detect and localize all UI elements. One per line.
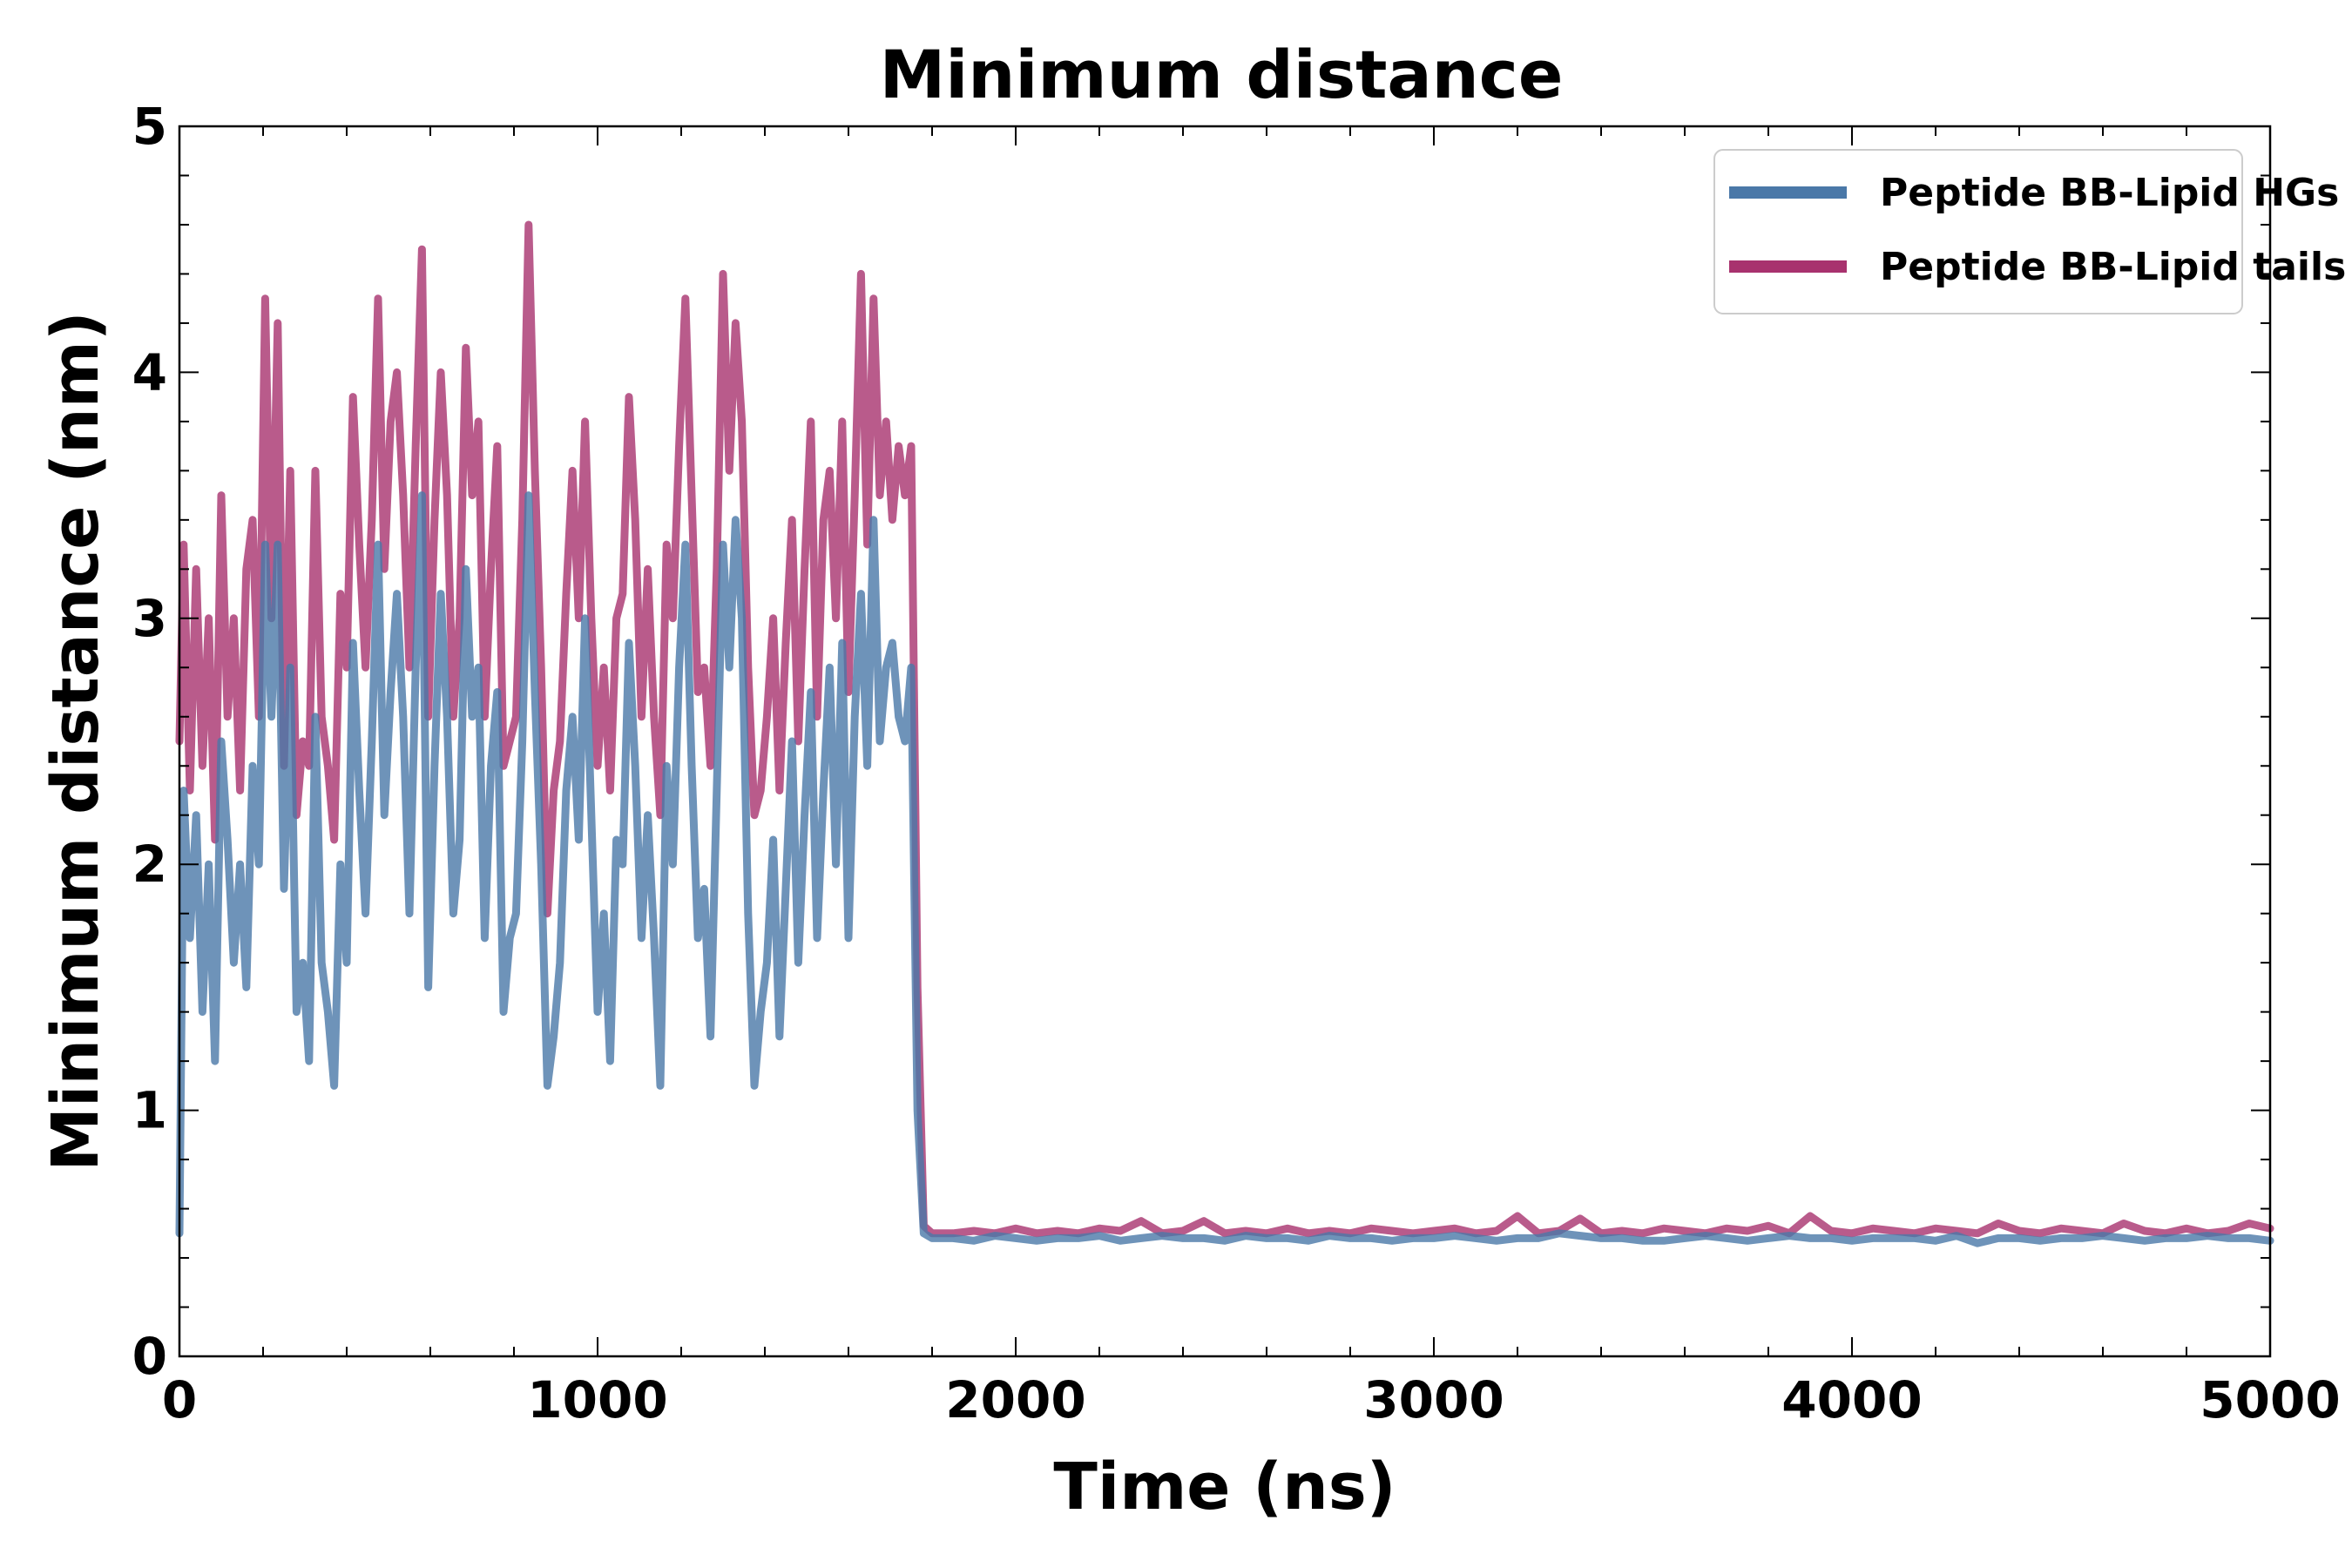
x-tick-label: 4000	[1781, 1370, 1922, 1429]
legend: Peptide BB-Lipid HGs Peptide BB-Lipid tai…	[1713, 149, 2346, 314]
y-tick-label: 3	[132, 589, 167, 648]
series-line-0	[175, 491, 2274, 1247]
x-tick-label: 5000	[2200, 1370, 2340, 1429]
plot-frame	[178, 125, 2272, 1358]
series-line-1	[175, 220, 2274, 1238]
x-axis-title: Time (ns)	[1053, 1450, 1396, 1524]
tick-labels-layer: 0 1000 2000 3000 4000 5000 0 1 2 3 4 5	[132, 97, 2341, 1429]
chart-title: Minimum distance	[880, 36, 1564, 113]
y-tick-label: 1	[132, 1081, 167, 1140]
x-tick-label: 0	[162, 1370, 197, 1429]
legend-label-0: Peptide BB-Lipid HGs	[1880, 171, 2339, 215]
y-tick-label: 5	[132, 97, 167, 156]
ticks-layer	[179, 125, 2271, 1357]
x-tick-label: 2000	[945, 1370, 1085, 1429]
y-axis-title: Minimum distance (nm)	[38, 311, 113, 1171]
y-tick-label: 0	[132, 1327, 167, 1386]
x-tick-label: 3000	[1363, 1370, 1504, 1429]
y-tick-label: 2	[132, 835, 167, 894]
legend-items: Peptide BB-Lipid HGs Peptide BB-Lipid tai…	[1729, 171, 2346, 289]
legend-label-1: Peptide BB-Lipid tails	[1880, 245, 2346, 289]
x-tick-label: 1000	[527, 1370, 667, 1429]
series-layer	[175, 220, 2274, 1247]
y-tick-label: 4	[132, 342, 167, 402]
